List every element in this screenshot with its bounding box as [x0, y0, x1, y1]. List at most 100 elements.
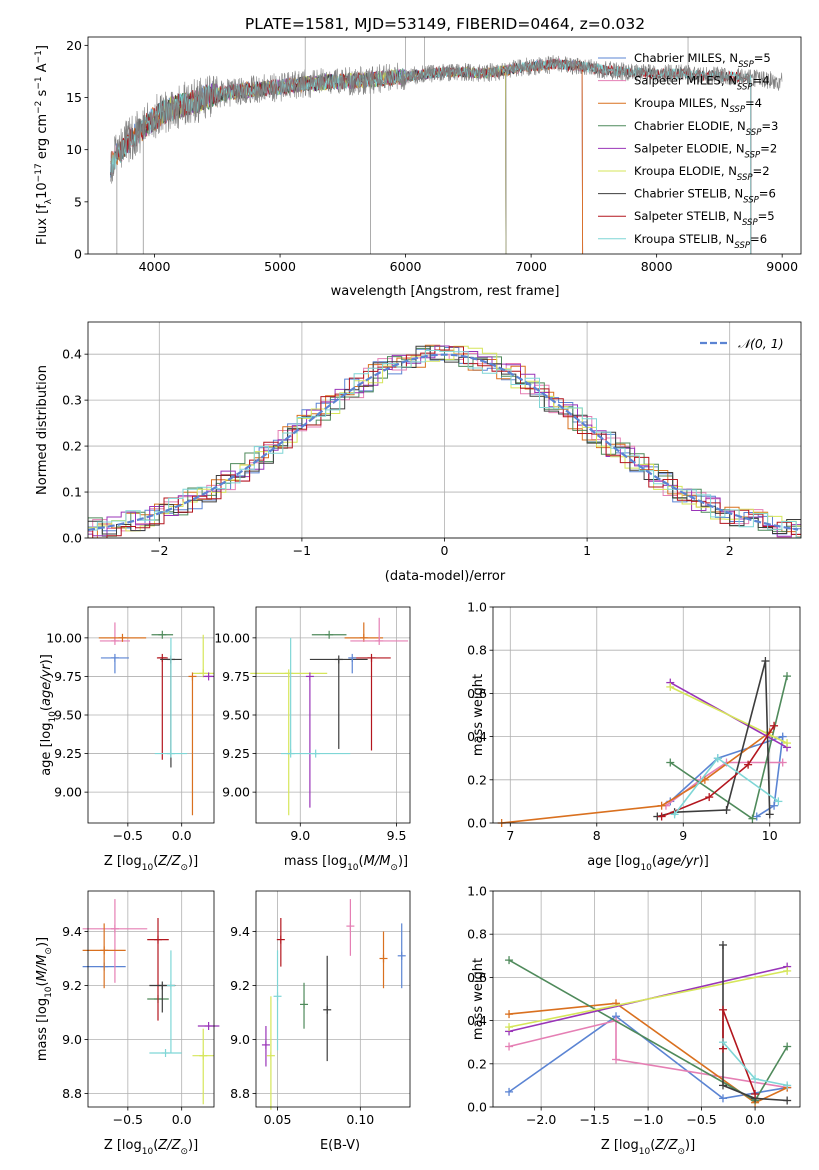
model-spectrum-line [110, 59, 584, 254]
y-tick-label: 9.25 [54, 746, 82, 761]
y-tick-label: 9.75 [54, 669, 82, 684]
legend-entry: Chabrier STELIB, NSSP=6 [634, 187, 776, 206]
x-tick-label: −1.0 [633, 1112, 663, 1127]
model-spectrum-line [110, 57, 584, 254]
y-tick-label: 0.0 [62, 531, 82, 546]
y-tick-label: 5 [74, 194, 82, 209]
y-tick-label: 0.6 [467, 686, 487, 701]
x-tick-label: 0.10 [346, 1112, 374, 1127]
mass-vs-extinction-frame [255, 890, 411, 1108]
y-tick-label: 10.00 [46, 630, 82, 645]
residuals-x-axis-label: (data-model)/error [385, 569, 506, 584]
weight-vs-metallicity-panel: −2.0 −1.5 −1.0 −0.5 0.0 0.0 0.2 0.4 0.6 0.8 1.0 Z … [467, 884, 801, 1157]
y-tick-label: 20 [66, 38, 82, 53]
y-tick-label: 1.0 [467, 600, 487, 615]
y-tick-label: 0.2 [62, 439, 82, 454]
y-tick-label: 0.0 [467, 816, 487, 831]
spectrum-legend: Chabrier MILES, NSSP=5 Salpeter MILES, NS… [598, 51, 778, 251]
model-spectrum-line [110, 58, 584, 254]
x-tick-label: 10 [762, 828, 778, 843]
age-vs-mass-panel: 9.0 9.5 9.00 9.25 9.50 9.75 10.00 mass [log10(… [214, 606, 411, 873]
y-tick-label: 1.0 [467, 884, 487, 899]
age-vs-metallicity-x-axis-label: Z [log10(Z/Z⊙)] [104, 854, 198, 873]
observed-spectrum-line [110, 55, 783, 184]
residual-histogram [88, 352, 801, 538]
mass-vs-extinction-x-axis-label: E(B-V) [320, 1138, 360, 1153]
weight-vs-age-x-axis-label: age [log10(age/yr)] [587, 854, 709, 873]
weight-vs-age-y-axis-label: mass weight [471, 674, 486, 756]
y-tick-label: 9.2 [230, 978, 250, 993]
legend-entry: Salpeter STELIB, NSSP=5 [634, 209, 775, 228]
weight-vs-age-frame [492, 606, 801, 824]
age-vs-mass-x-axis-label: mass [log10(M/M⊙)] [284, 854, 408, 873]
age-vs-metallicity-panel: −0.5 0.0 9.00 9.25 9.50 9.75 10.00 Z [log10(Z/… [39, 606, 215, 873]
y-tick-label: 0.6 [467, 970, 487, 985]
x-tick-label: 4000 [139, 259, 171, 274]
weight-series-line [508, 1019, 788, 1089]
figure-title: PLATE=1581, MJD=53149, FIBERID=0464, z=0… [245, 15, 645, 33]
spectrum-panel: 4000 5000 6000 7000 8000 9000 0 5 10 15 20 wavelen… [34, 36, 802, 299]
spectrum-plot-frame [87, 36, 802, 255]
spectrum-y-axis-label: Flux [fλ10−17 erg cm−2 s−1 A−1] [34, 45, 54, 245]
x-tick-label: 7 [506, 828, 514, 843]
y-tick-label: 9.4 [62, 924, 82, 939]
x-tick-label: 2 [726, 543, 734, 558]
y-tick-label: 0.3 [62, 393, 82, 408]
y-tick-label: 10 [66, 142, 82, 157]
legend-entry: Kroupa STELIB, NSSP=6 [634, 232, 767, 251]
y-tick-label: 10.00 [214, 630, 250, 645]
x-tick-label: 0.0 [745, 1112, 765, 1127]
x-tick-label: −2.0 [526, 1112, 556, 1127]
spectrum-x-axis-label: wavelength [Angstrom, rest frame] [331, 284, 560, 299]
legend-entry: Kroupa ELODIE, NSSP=2 [634, 164, 770, 183]
weight-series-line [722, 1009, 756, 1095]
x-tick-label: −1.5 [579, 1112, 609, 1127]
mass-vs-extinction-panel: 0.05 0.10 8.8 9.0 9.2 9.4 E(B-V) [230, 890, 411, 1153]
y-tick-label: 0.4 [467, 729, 487, 744]
y-tick-label: 9.0 [230, 1032, 250, 1047]
y-tick-label: 0.0 [467, 1100, 487, 1115]
legend-entry: 𝒩(0, 1) [738, 336, 784, 351]
mass-vs-metallicity-panel: −0.5 0.0 8.8 9.0 9.2 9.4 Z [log10(Z/Z⊙)] mass… [35, 890, 220, 1157]
mass-vs-metallicity-y-axis-label: mass [log10(M/M⊙)] [35, 937, 54, 1061]
y-tick-label: 0.2 [467, 1056, 487, 1071]
y-tick-label: 9.4 [230, 924, 250, 939]
residuals-panel: −2 −1 0 1 2 0.0 0.1 0.2 0.3 0.4 (data-model)/erro… [35, 321, 802, 584]
x-tick-label: 9 [679, 828, 687, 843]
x-tick-label: 0.0 [172, 1112, 192, 1127]
x-tick-label: 8 [593, 828, 601, 843]
legend-entry: Chabrier ELODIE, NSSP=3 [634, 119, 778, 138]
x-tick-label: 8000 [641, 259, 673, 274]
weight-vs-metallicity-x-axis-label: Z [log10(Z/Z⊙)] [601, 1138, 695, 1157]
y-tick-label: 0.4 [467, 1013, 487, 1028]
y-tick-label: 0.8 [467, 643, 487, 658]
x-tick-label: −0.5 [113, 828, 143, 843]
y-tick-label: 8.8 [230, 1086, 250, 1101]
x-tick-label: 7000 [515, 259, 547, 274]
model-spectrum-line [110, 59, 752, 254]
residual-histogram [88, 345, 801, 537]
x-tick-label: 0.0 [172, 828, 192, 843]
y-tick-label: 9.50 [54, 708, 82, 723]
weight-series-line [661, 725, 775, 818]
x-tick-label: −0.5 [686, 1112, 716, 1127]
legend-entry: Salpeter MILES, NSSP=4 [634, 74, 770, 93]
weight-series-line [508, 1002, 788, 1104]
weight-vs-age-panel: 7 8 9 10 0.0 0.2 0.4 0.6 0.8 1.0 age [log10(age/y… [467, 600, 801, 873]
mass-vs-metallicity-x-axis-label: Z [log10(Z/Z⊙)] [104, 1138, 198, 1157]
x-tick-label: 9.5 [387, 828, 407, 843]
x-tick-label: 0.05 [264, 1112, 292, 1127]
weight-vs-metallicity-y-axis-label: mass weight [471, 958, 486, 1040]
x-tick-label: 1 [583, 543, 591, 558]
y-tick-label: 0 [74, 247, 82, 262]
legend-entry: Kroupa MILES, NSSP=4 [634, 96, 762, 115]
y-tick-label: 9.2 [62, 978, 82, 993]
y-tick-label: 9.50 [222, 708, 250, 723]
x-tick-label: −1 [293, 543, 311, 558]
y-tick-label: 9.75 [222, 669, 250, 684]
y-tick-label: 0.2 [467, 772, 487, 787]
age-vs-metallicity-y-axis-label: age [log10(age/yr)] [39, 654, 58, 776]
weight-series-line [673, 757, 779, 815]
x-tick-label: 6000 [390, 259, 422, 274]
